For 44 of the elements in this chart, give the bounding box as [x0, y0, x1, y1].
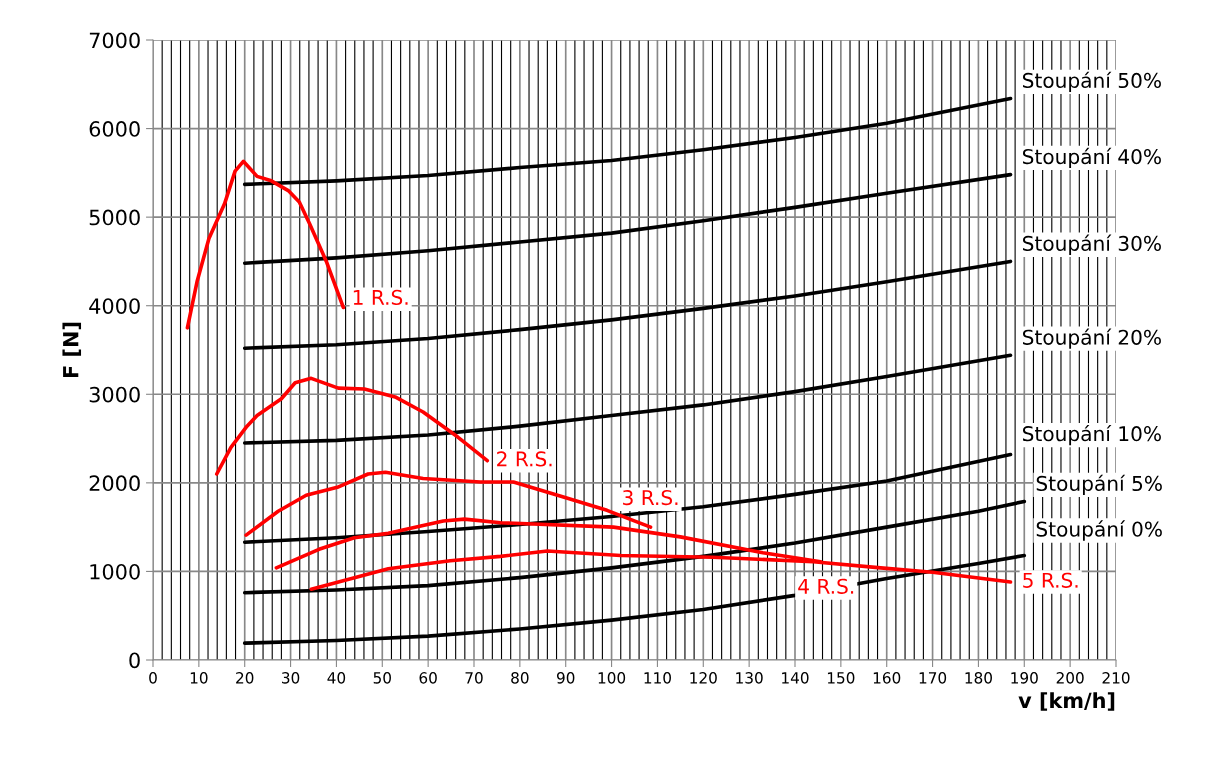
y-tick-label: 7000	[89, 32, 140, 49]
y-tick-label: 3000	[89, 386, 140, 403]
y-tick-label: 6000	[89, 121, 140, 137]
x-tick-label: 60	[419, 672, 437, 684]
series-label: 2 R.S.	[497, 451, 552, 467]
x-tick-label: 160	[873, 672, 901, 684]
x-tick-label: 130	[736, 672, 763, 684]
x-tick-label: 10	[190, 672, 208, 684]
y-tick-label: 4000	[89, 298, 140, 314]
series-label: Stoupání 50%	[1022, 71, 1161, 92]
x-tick-label: 30	[282, 672, 300, 684]
x-tick-label: 200	[1056, 672, 1084, 684]
series-label: 5 R.S.	[1023, 572, 1078, 588]
x-axis-title: v [km/h]	[1018, 692, 1115, 711]
series-label: 4 R.S.	[798, 578, 854, 594]
series-label: Stoupání 40%	[1022, 147, 1161, 169]
x-tick-label: 170	[919, 672, 947, 684]
x-tick-label: 190	[1011, 672, 1038, 684]
series-label: Stoupání 30%	[1022, 234, 1161, 255]
y-axis-title: F [N]	[62, 322, 82, 378]
x-tick-label: 110	[644, 672, 671, 684]
x-tick-label: 210	[1102, 672, 1130, 684]
x-tick-label: 50	[373, 672, 391, 684]
y-tick-label: 1000	[90, 563, 140, 580]
x-tick-label: 20	[236, 672, 254, 684]
x-tick-label: 80	[511, 672, 529, 684]
series-label: Stoupání 10%	[1022, 424, 1161, 446]
x-tick-label: 100	[598, 672, 626, 684]
x-tick-label: 70	[465, 672, 483, 684]
series-label: Stoupání 20%	[1022, 328, 1161, 349]
y-tick-label: 0	[129, 652, 140, 669]
y-tick-label: 5000	[89, 209, 140, 226]
x-tick-label: 40	[327, 672, 346, 684]
x-tick-label: 180	[965, 672, 992, 684]
x-tick-label: 140	[782, 672, 809, 684]
series-label: Stoupání 0%	[1036, 520, 1162, 541]
series-label: Stoupání 5%	[1036, 474, 1162, 495]
x-tick-label: 0	[149, 672, 157, 684]
series-label: 1 R.S.	[353, 289, 408, 305]
x-tick-label: 150	[827, 672, 855, 684]
series-label: 3 R.S.	[623, 489, 678, 506]
y-tick-label: 2000	[89, 475, 140, 492]
x-tick-label: 90	[556, 672, 575, 684]
x-tick-label: 120	[690, 672, 717, 684]
